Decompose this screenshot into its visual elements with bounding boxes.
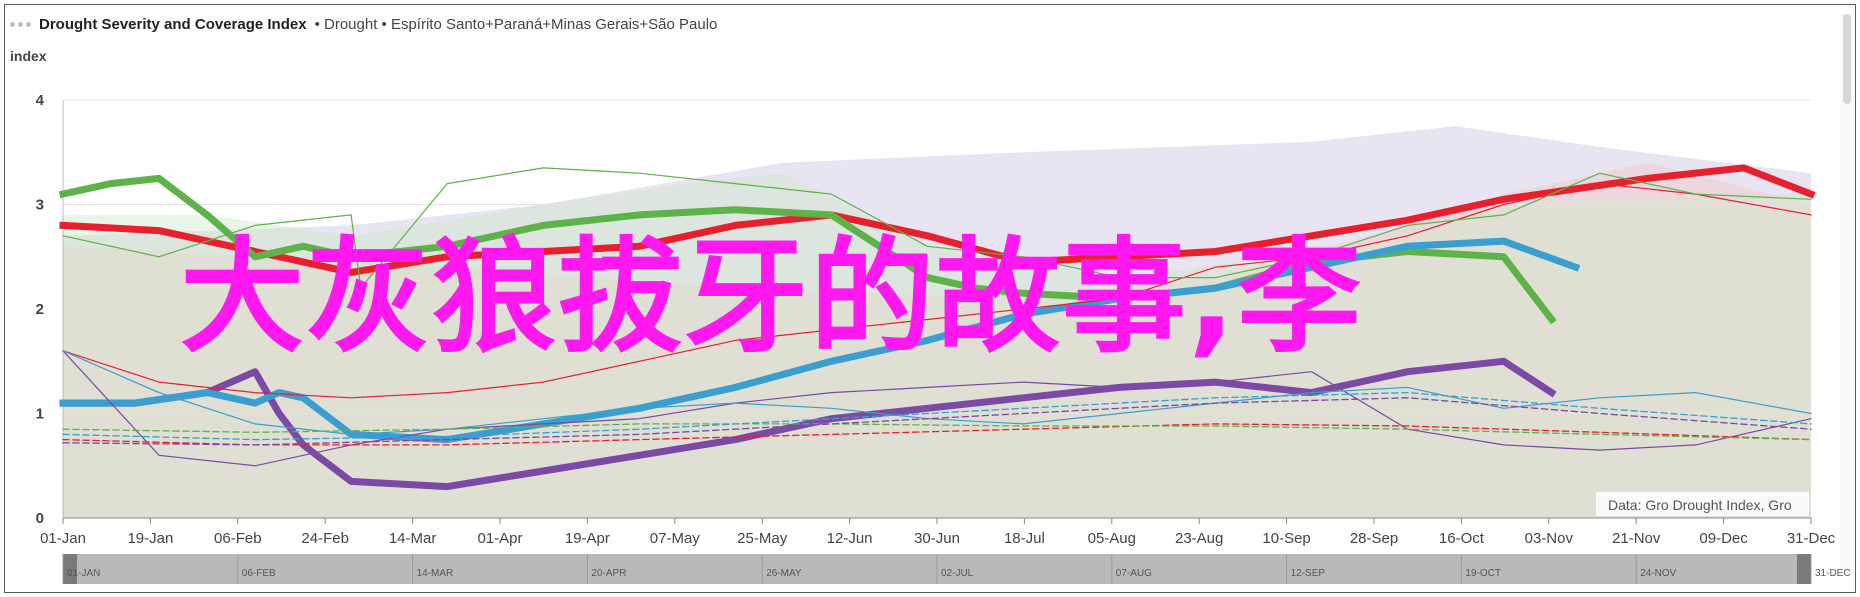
navigator-tick-label: 01-JAN <box>67 568 100 579</box>
navigator-tick-label: 31-DEC <box>1815 568 1851 579</box>
navigator-handle-right <box>1797 554 1811 584</box>
series-line-purple <box>62 349 1812 467</box>
chart-title: Drought Severity and Coverage Index <box>39 15 307 33</box>
credit-box: Data: Gro Drought Index, Gro <box>1596 492 1809 516</box>
y-tick-labels: 0 1 2 3 4 <box>36 92 45 527</box>
x-tick-label: 10-Sep <box>1262 530 1310 547</box>
navigator-handle-left <box>63 554 77 584</box>
series-line-blue <box>62 391 1812 441</box>
navigator-tick-label: 02-JUL <box>941 568 974 579</box>
navigator-tick-label: 26-MAY <box>766 568 802 579</box>
x-tick-label: 18-Jul <box>1004 530 1045 547</box>
x-tick-label: 23-Aug <box>1175 530 1223 547</box>
drag-handle-icon[interactable] <box>10 21 31 27</box>
series-line-purple <box>62 397 1812 446</box>
x-tick-label: 24-Feb <box>301 530 349 547</box>
y-tick-label: 0 <box>36 510 44 527</box>
y-tick-label: 1 <box>36 406 44 423</box>
x-tick-label: 03-Nov <box>1525 530 1574 547</box>
credit-text: Data: Gro Drought Index, Gro <box>1608 497 1792 513</box>
x-tick-label: 01-Jan <box>40 530 86 547</box>
overlay-watermark-text: 大灰狼拔牙的故事,李 <box>180 226 1364 370</box>
navigator-tick-label: 24-NOV <box>1640 568 1676 579</box>
x-tick-label: 19-Jan <box>127 530 173 547</box>
x-tick-label: 05-Aug <box>1088 530 1136 547</box>
navigator-tick-label: 07-AUG <box>1116 568 1152 579</box>
x-tick-label: 31-Dec <box>1787 530 1836 547</box>
x-tick-label: 28-Sep <box>1350 530 1398 547</box>
x-tick-label: 07-May <box>650 530 701 547</box>
y-tick-label: 4 <box>36 92 45 109</box>
series-line-red <box>62 183 1812 399</box>
navigator-tick-label: 14-MAR <box>417 568 454 579</box>
x-tick-label: 06-Feb <box>214 530 262 547</box>
chart-subtitle: • Drought • Espírito Santo+Paraná+Minas … <box>314 15 718 33</box>
series-line-green <box>62 167 1812 289</box>
vertical-scrollbar[interactable] <box>1840 14 1854 574</box>
x-tick-label: 25-May <box>737 530 788 547</box>
series-line-purple <box>59 357 1557 491</box>
x-tick-label: 14-Mar <box>389 530 437 547</box>
x-tick-label: 01-Apr <box>477 530 522 547</box>
x-tick-label: 30-Jun <box>914 530 960 547</box>
series-line-red <box>62 423 1812 446</box>
chart-panel <box>4 4 1856 593</box>
range-navigator: 01-JAN 06-FEB 14-MAR 20-APR 26-MAY 02-JUL 07-A… <box>62 554 1851 584</box>
series-line-blue <box>59 237 1581 444</box>
x-tick-label: 16-Oct <box>1439 530 1485 547</box>
navigator-tick-label: 20-APR <box>591 568 626 579</box>
navigator-tick-label: 12-SEP <box>1291 568 1326 579</box>
credit-background <box>1596 492 1809 516</box>
x-tick-label: 09-Dec <box>1699 530 1748 547</box>
y-tick-label: 3 <box>36 197 44 214</box>
x-tick-label: 21-Nov <box>1612 530 1661 547</box>
x-tick-labels: 01-Jan 19-Jan 06-Feb 24-Feb 14-Mar 01-Apr 19-A… <box>40 518 1836 547</box>
navigator-tick-label: 06-FEB <box>242 568 276 579</box>
series-lines <box>58 164 1816 491</box>
y-axis-label: index <box>10 48 47 64</box>
series-line-red <box>59 164 1816 276</box>
x-tick-label: 19-Apr <box>565 530 610 547</box>
series-line-green <box>62 423 1812 441</box>
chart-header: Drought Severity and Coverage Index • Dr… <box>10 12 717 36</box>
navigator-tick-label: 19-OCT <box>1465 568 1501 579</box>
scrollbar-thumb[interactable] <box>1843 14 1851 104</box>
x-tick-label: 12-Jun <box>827 530 873 547</box>
y-tick-label: 2 <box>36 301 44 318</box>
